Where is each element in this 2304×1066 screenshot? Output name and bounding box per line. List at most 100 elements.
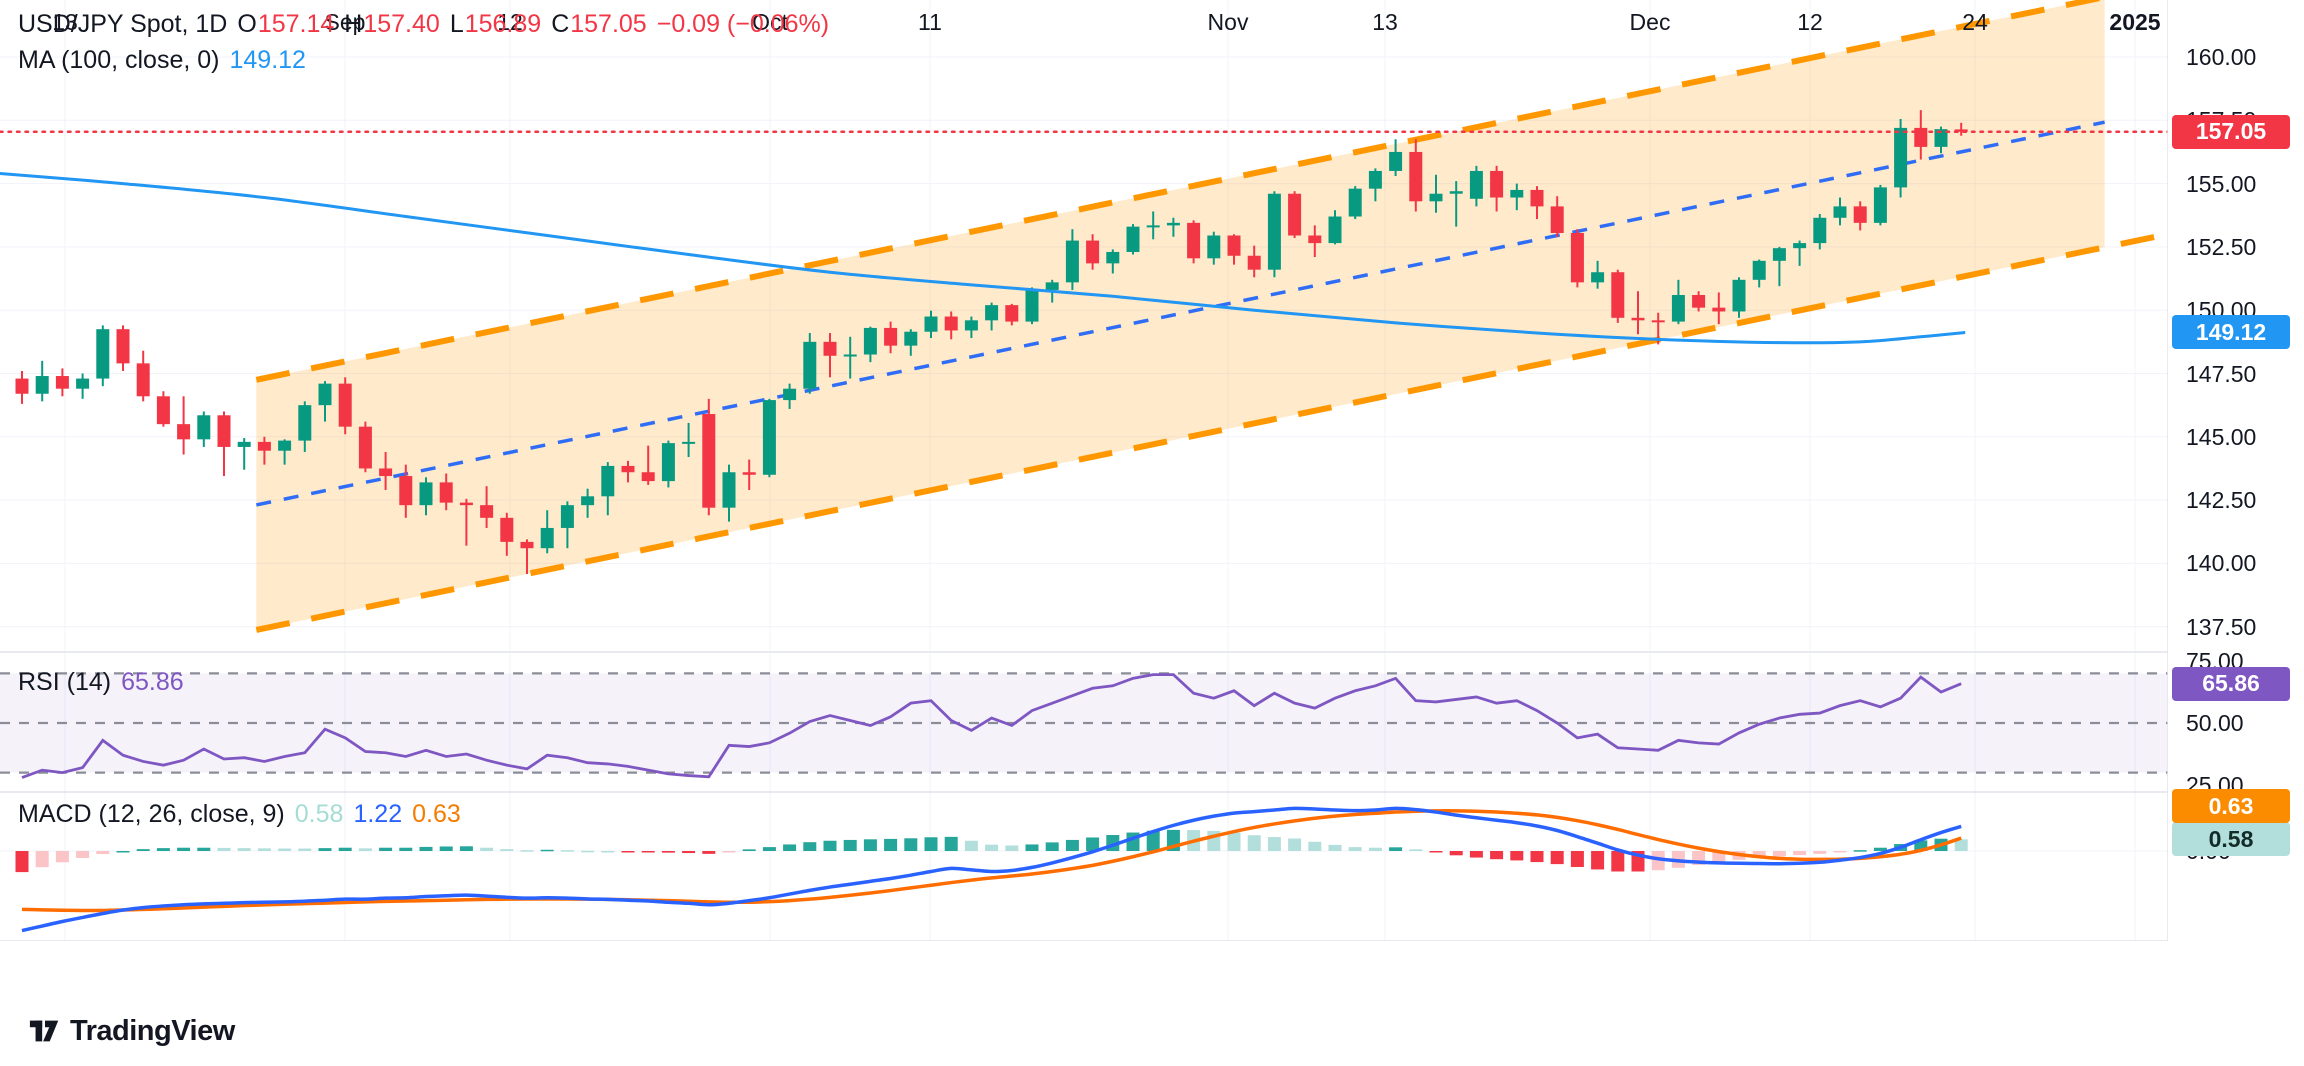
macd-histogram-bar [843,839,857,851]
macd-histogram-bar [1611,851,1625,872]
candle [904,331,918,346]
macd-histogram-bar [1368,847,1382,851]
candle [1449,191,1463,194]
ma-legend[interactable]: MA (100, close, 0) 149.12 [18,46,316,75]
macd-histogram-bar [96,851,110,855]
candle [459,502,473,506]
candle [1025,289,1039,322]
candle [1106,251,1120,264]
macd-histogram-bar [500,849,514,851]
macd-histogram-bar [621,851,635,853]
candle [682,441,696,444]
ma-value: 149.12 [229,46,306,74]
candle [318,383,332,406]
time-label: Nov [1207,9,1249,35]
macd-histogram-bar [1348,847,1362,851]
candle [1207,235,1221,259]
macd-histogram-bar [742,849,756,851]
candle [1732,279,1746,312]
candle [399,476,413,506]
rsi-line[interactable] [21,673,1962,779]
macd-signal-line[interactable] [21,809,1962,913]
macd-legend[interactable]: MACD (12, 26, close, 9) 0.58 1.22 0.63 [18,800,471,829]
candle [1752,260,1766,280]
candle [661,443,675,482]
macd-histogram-bar [601,851,615,853]
candle [76,378,90,389]
macd-line-value: 1.22 [353,800,403,828]
tradingview-mark-icon [29,1020,59,1042]
macd-histogram-bar [379,847,393,851]
macd-histogram-bar [278,848,292,851]
macd-histogram-bar [722,851,736,853]
macd-histogram-bar [55,851,69,863]
macd-hist-badge: 0.58 [2172,822,2290,857]
candle [985,305,999,321]
macd-histogram-bar [298,848,312,851]
candle [1187,222,1201,259]
candle [1267,193,1281,270]
macd-histogram-bar [1833,851,1847,853]
macd-histogram-bar [1288,838,1302,851]
high-label: H [344,10,363,38]
candle [1045,282,1059,290]
macd-histogram-bar [1490,851,1504,860]
macd-histogram-bar [1954,839,1968,851]
price-tick: 145.00 [2186,423,2257,450]
macd-histogram-bar [1086,837,1100,851]
tradingview-logo[interactable]: TradingView [28,1014,235,1048]
price-tick: 147.50 [2186,360,2257,387]
macd-signal-badge: 0.63 [2172,789,2290,824]
rsi-legend[interactable]: RSI (14) 65.86 [18,668,194,697]
macd-line[interactable] [21,806,1962,933]
candle [480,505,494,518]
candle [15,378,29,394]
candle [1853,206,1867,223]
candle [1348,188,1362,217]
macd-histogram-bar [116,851,130,853]
candle [1247,255,1261,270]
candle [439,482,453,503]
change-value: −0.09 (−0.06%) [656,10,830,38]
macd-histogram-bar [884,838,898,851]
macd-histogram-bar [1793,851,1807,856]
candle [1570,232,1584,283]
macd-histogram-bar [1308,841,1322,851]
candle [742,472,756,475]
open-value: 157.14 [257,10,335,38]
macd-histogram-bar [197,847,211,851]
macd-histogram-bar [661,851,675,853]
candle [581,496,595,506]
candle [1833,206,1847,218]
candle [1550,206,1564,233]
macd-histogram-bar [1712,851,1726,863]
macd-histogram-bar [35,851,49,868]
price-axis[interactable] [2168,0,2304,941]
macd-histogram-bar [156,848,170,851]
candle [1409,151,1423,202]
candle [762,400,776,475]
macd-histogram-bar [15,851,29,873]
macd-histogram-bar [823,840,837,851]
candle [1086,240,1100,264]
candle [1671,295,1685,322]
time-axis[interactable] [0,941,2304,990]
macd-histogram-bar [459,846,473,851]
time-label: 11 [918,9,942,35]
symbol-legend[interactable]: USD/JPY Spot, 1D O157.14 H157.40 L156.89 C15… [18,10,839,39]
trend-channel[interactable] [255,0,2173,633]
ma-100-line[interactable] [0,171,1966,345]
candle [1813,217,1827,244]
candle [500,517,514,542]
candle [1005,305,1019,322]
candle [1429,193,1443,202]
macd-histogram-bar [904,838,918,851]
candle [601,465,615,497]
macd-histogram-bar [560,850,574,852]
macd-histogram-bar [682,851,696,854]
last-price-badge: 157.05 [2172,114,2290,149]
macd-histogram-bar [1328,844,1342,851]
candle [1692,295,1706,308]
